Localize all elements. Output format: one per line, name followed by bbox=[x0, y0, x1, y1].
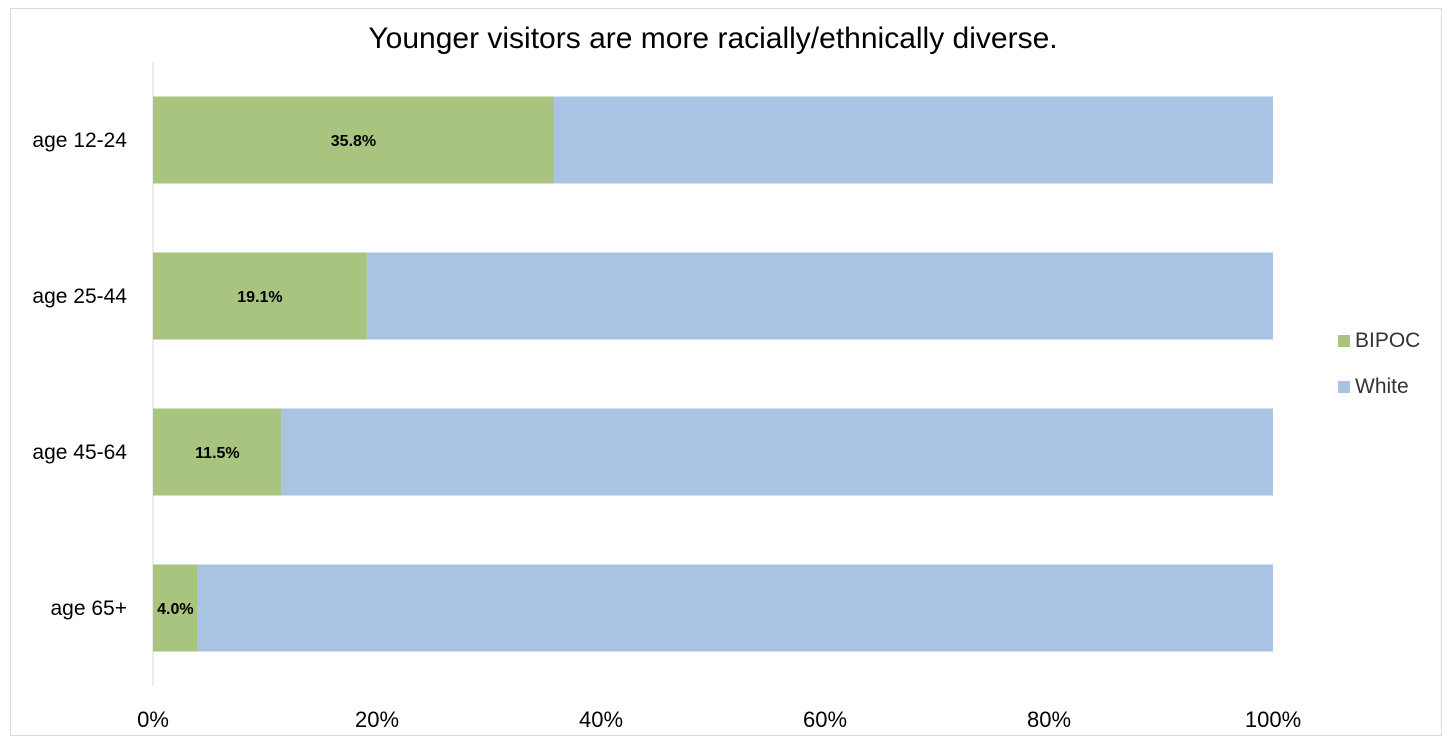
bar-bipoc-3 bbox=[153, 408, 282, 496]
legend-label-white: White bbox=[1355, 375, 1409, 398]
x-tick-label: 40% bbox=[579, 707, 623, 732]
category-label: age 25-44 bbox=[32, 285, 127, 308]
category-label: age 45-64 bbox=[32, 441, 127, 464]
data-label: 19.1% bbox=[237, 289, 282, 306]
data-label: 4.0% bbox=[157, 601, 193, 618]
bar-white-1 bbox=[553, 96, 1273, 184]
bar-white-2 bbox=[366, 252, 1273, 340]
category-label: age 65+ bbox=[51, 597, 128, 620]
data-label: 11.5% bbox=[195, 445, 239, 462]
chart-title: Younger visitors are more racially/ethni… bbox=[368, 22, 1057, 55]
x-tick-label: 20% bbox=[355, 707, 399, 732]
bar-bipoc-2 bbox=[153, 252, 367, 340]
bar-white-4 bbox=[197, 564, 1273, 652]
bar-bipoc-4 bbox=[153, 564, 198, 652]
category-label: age 12-24 bbox=[32, 129, 127, 152]
x-tick-label: 0% bbox=[137, 707, 169, 732]
bar-bipoc-1 bbox=[153, 96, 554, 184]
data-label: 35.8% bbox=[331, 133, 376, 150]
legend-label-bipoc: BIPOC bbox=[1355, 329, 1420, 352]
bar-white-3 bbox=[281, 408, 1273, 496]
x-tick-label: 60% bbox=[803, 707, 847, 732]
x-tick-label: 100% bbox=[1245, 707, 1301, 732]
x-tick-label: 80% bbox=[1027, 707, 1071, 732]
legend-swatch-bipoc bbox=[1338, 335, 1350, 347]
legend-swatch-white bbox=[1338, 381, 1350, 393]
